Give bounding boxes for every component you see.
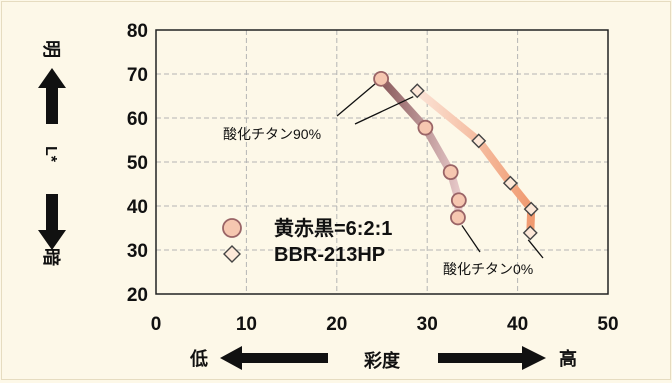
point-s0-2 bbox=[442, 164, 459, 181]
y-tick-label: 80 bbox=[127, 21, 148, 42]
y-axis: 20 30 40 50 60 70 80 bbox=[127, 21, 148, 306]
legend-label-s1: BBR-213HP bbox=[274, 244, 385, 266]
plot-area bbox=[155, 29, 609, 295]
point-s1-1 bbox=[471, 133, 487, 149]
y-tick-label: 70 bbox=[127, 65, 148, 86]
legend-label-s0: 黄赤黒=6:2:1 bbox=[274, 216, 392, 240]
x-tick-label: 0 bbox=[151, 314, 162, 335]
annotation-leader bbox=[461, 225, 481, 253]
y-direction-indicator: 明 L* 暗 bbox=[38, 40, 66, 266]
y-tick-label: 60 bbox=[127, 109, 148, 130]
x-tick-label: 30 bbox=[417, 314, 438, 335]
x-tick-label: 40 bbox=[507, 314, 528, 335]
point-s0-1 bbox=[417, 119, 434, 136]
annotation-label: 酸化チタン0% bbox=[443, 261, 533, 277]
annotation-leader bbox=[527, 239, 544, 259]
point-s1-2 bbox=[502, 175, 518, 191]
point-s1-3 bbox=[523, 201, 539, 217]
legend-marker-s1 bbox=[223, 245, 241, 263]
annotation-label: 酸化チタン90% bbox=[223, 126, 321, 142]
y-tick-label: 30 bbox=[127, 241, 148, 262]
y-bottom-label: 暗 bbox=[41, 248, 62, 266]
point-s0-4 bbox=[450, 209, 466, 226]
legend: 黄赤黒=6:2:1 BBR-213HP bbox=[190, 216, 392, 266]
x-left-label: 低 bbox=[189, 348, 208, 369]
x-right-label: 高 bbox=[559, 348, 577, 369]
y-tick-label: 40 bbox=[127, 197, 148, 218]
annotation-leader bbox=[354, 96, 414, 125]
legend-marker-s0 bbox=[222, 218, 242, 238]
point-s0-0 bbox=[373, 70, 389, 87]
x-tick-label: 10 bbox=[236, 314, 257, 335]
right-arrow-icon bbox=[438, 346, 546, 370]
y-top-label: 明 bbox=[41, 40, 61, 58]
point-s1-0 bbox=[409, 83, 425, 99]
y-tick-label: 50 bbox=[127, 153, 148, 174]
series-line-s0 bbox=[377, 74, 463, 222]
series-line-s1 bbox=[413, 86, 536, 237]
x-tick-label: 50 bbox=[597, 314, 618, 335]
y-axis-label: L* bbox=[42, 146, 59, 163]
up-arrow-icon bbox=[38, 68, 66, 124]
point-s1-4 bbox=[522, 225, 538, 241]
annotations: 酸化チタン90% 酸化チタン0% bbox=[223, 83, 544, 277]
y-tick-label: 20 bbox=[127, 285, 148, 306]
series-layer bbox=[373, 70, 539, 241]
x-direction-indicator: 低 彩度 高 bbox=[189, 346, 577, 371]
down-arrow-icon bbox=[38, 194, 66, 250]
left-arrow-icon bbox=[220, 346, 328, 370]
x-axis-label: 彩度 bbox=[363, 350, 401, 371]
annotation-leader bbox=[336, 83, 376, 117]
point-s0-3 bbox=[450, 192, 467, 209]
x-axis: 0 10 20 30 40 50 bbox=[151, 314, 619, 335]
x-tick-label: 20 bbox=[326, 314, 347, 335]
